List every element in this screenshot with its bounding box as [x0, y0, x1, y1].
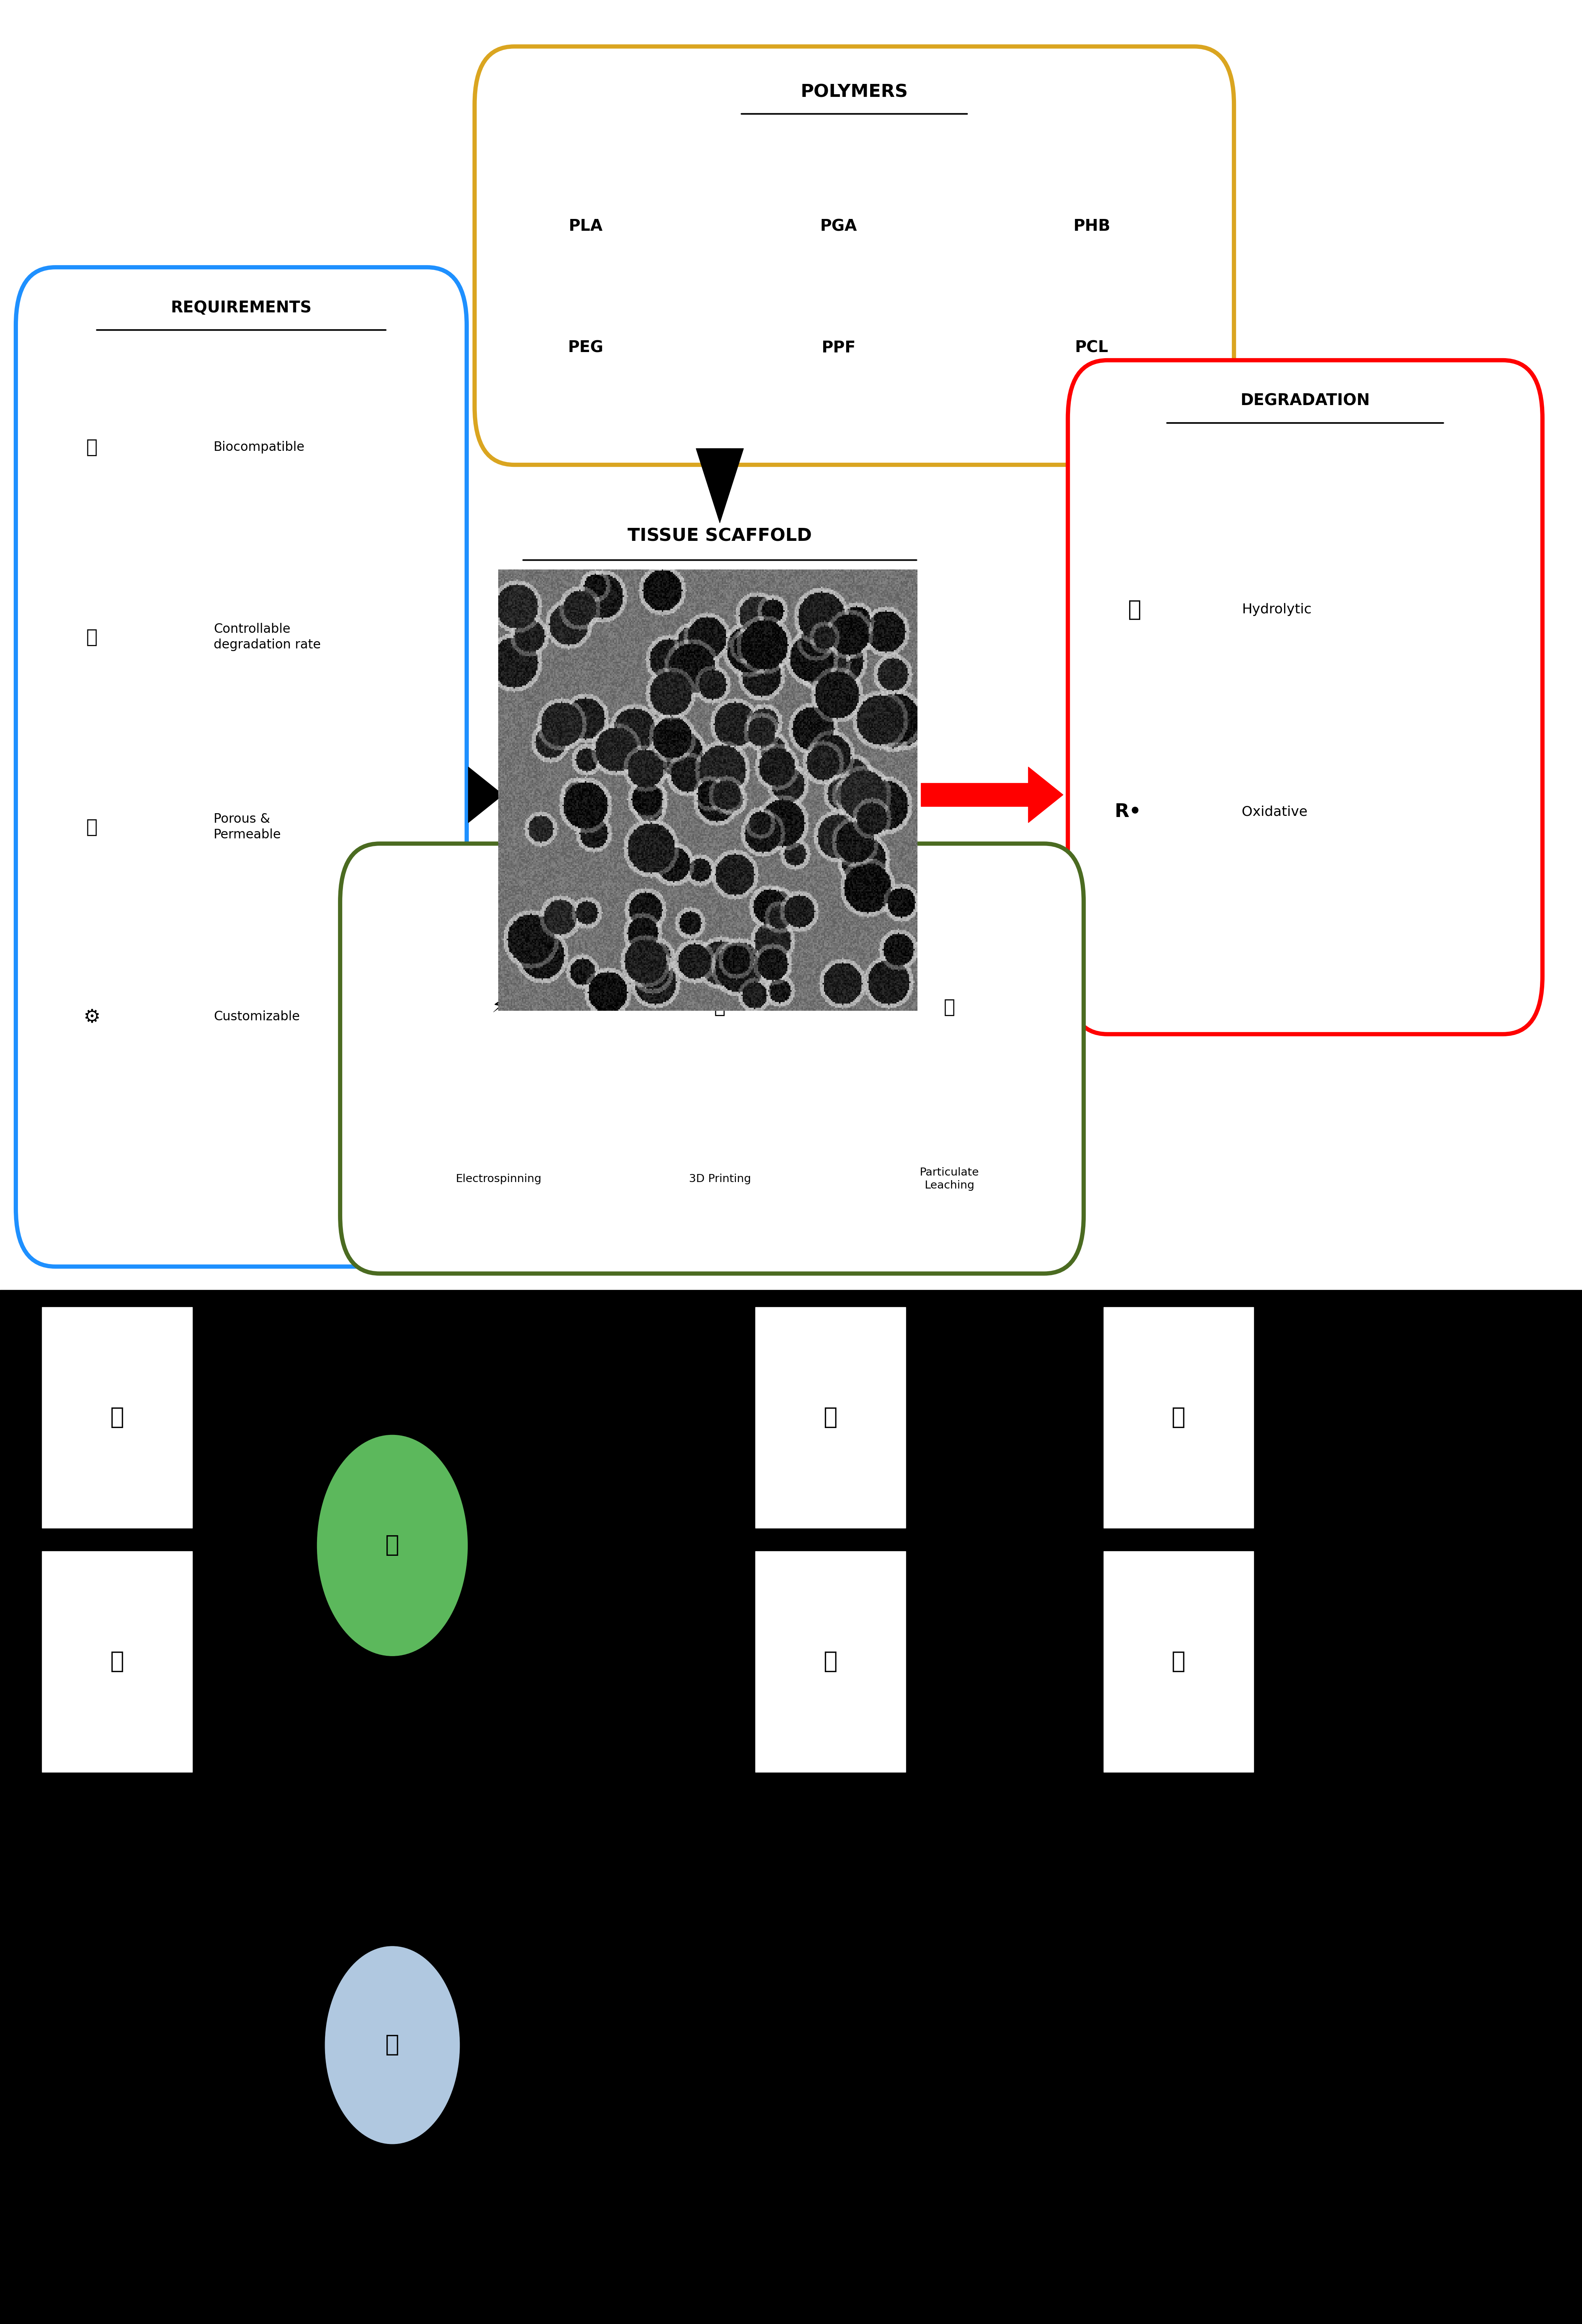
- Text: Hydrolytic: Hydrolytic: [1242, 604, 1311, 616]
- Text: ⚡: ⚡: [492, 997, 505, 1016]
- Text: PHB: PHB: [1073, 218, 1111, 235]
- Circle shape: [326, 1948, 459, 2143]
- Text: 🧀: 🧀: [85, 818, 98, 837]
- Text: Porous &
Permeable: Porous & Permeable: [214, 813, 282, 841]
- Bar: [0, 0, 1582, 1290]
- Text: 🔧: 🔧: [386, 1534, 399, 1557]
- Bar: [1104, 1552, 1253, 1773]
- Text: Biocompatible: Biocompatible: [214, 442, 305, 453]
- Text: PCL: PCL: [1074, 339, 1109, 356]
- Text: REQUIREMENTS: REQUIREMENTS: [171, 300, 312, 316]
- Text: 📋: 📋: [386, 2034, 399, 2057]
- Bar: [468, 783, 471, 806]
- Text: PLA: PLA: [568, 218, 603, 235]
- Text: POLYMERS: POLYMERS: [800, 84, 908, 100]
- Text: Customizable: Customizable: [214, 1011, 299, 1023]
- Text: 🌱: 🌱: [85, 437, 98, 456]
- Polygon shape: [696, 449, 744, 523]
- Text: 💎: 💎: [943, 997, 956, 1016]
- Text: FABRICATION: FABRICATION: [653, 872, 770, 888]
- Text: 🖨: 🖨: [713, 997, 726, 1016]
- Bar: [1104, 1306, 1253, 1529]
- Circle shape: [316, 1434, 468, 1655]
- FancyBboxPatch shape: [16, 267, 467, 1267]
- Bar: [709, 449, 731, 465]
- Text: 🦴: 🦴: [824, 1406, 837, 1429]
- Text: TISSUE SCAFFOLD: TISSUE SCAFFOLD: [628, 528, 812, 544]
- Text: PGA: PGA: [819, 218, 857, 235]
- Bar: [921, 783, 1028, 806]
- Text: 💪: 💪: [1172, 1650, 1185, 1673]
- Bar: [756, 1552, 905, 1773]
- Bar: [709, 644, 731, 844]
- Text: Electrospinning: Electrospinning: [456, 1174, 541, 1185]
- Text: ⚙: ⚙: [84, 1009, 100, 1025]
- Bar: [756, 1306, 905, 1529]
- Text: 🦴: 🦴: [111, 1406, 123, 1429]
- Text: 3D Printing: 3D Printing: [688, 1174, 751, 1185]
- Text: 💪: 💪: [111, 1650, 123, 1673]
- Text: PEG: PEG: [568, 339, 603, 356]
- Text: R•: R•: [1114, 802, 1142, 820]
- FancyBboxPatch shape: [1068, 360, 1542, 1034]
- Bar: [41, 1306, 193, 1529]
- Text: Controllable
degradation rate: Controllable degradation rate: [214, 623, 321, 651]
- Polygon shape: [1028, 767, 1063, 823]
- Text: Oxidative: Oxidative: [1242, 806, 1308, 818]
- FancyBboxPatch shape: [340, 844, 1084, 1274]
- Text: PPF: PPF: [821, 339, 856, 356]
- Text: 🔄: 🔄: [85, 627, 98, 646]
- Text: DEGRADATION: DEGRADATION: [1240, 393, 1370, 409]
- Polygon shape: [468, 767, 503, 823]
- Text: 💪: 💪: [824, 1650, 837, 1673]
- FancyBboxPatch shape: [475, 46, 1234, 465]
- Text: 💧: 💧: [1128, 600, 1141, 621]
- Polygon shape: [696, 569, 744, 644]
- Bar: [41, 1552, 193, 1773]
- Text: Particulate
Leaching: Particulate Leaching: [919, 1167, 979, 1190]
- Text: 🦴: 🦴: [1172, 1406, 1185, 1429]
- Bar: [0, 1290, 1582, 2324]
